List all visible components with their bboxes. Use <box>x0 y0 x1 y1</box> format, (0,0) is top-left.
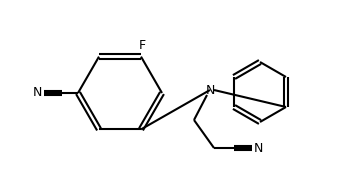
Text: F: F <box>138 39 146 52</box>
Text: N: N <box>254 142 263 154</box>
Text: N: N <box>205 83 215 97</box>
Text: N: N <box>33 86 42 100</box>
